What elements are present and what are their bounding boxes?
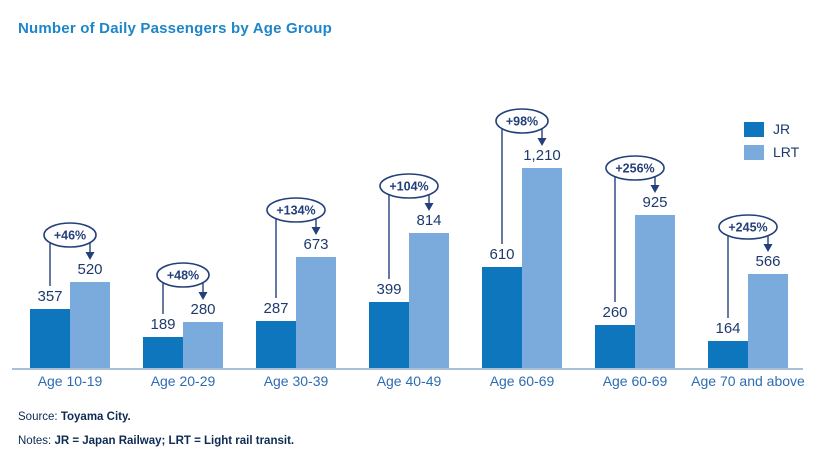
- jr-value-label: 164: [715, 320, 740, 337]
- source-text: Toyama City.: [60, 411, 131, 423]
- pct-change-oval: [266, 197, 326, 223]
- lrt-value-label: 520: [77, 261, 102, 278]
- lrt-value-label: 814: [416, 212, 441, 229]
- chart-legend: JR LRT: [744, 121, 799, 160]
- pct-change-label: +48%: [167, 269, 199, 283]
- bar-lrt: [70, 282, 110, 368]
- bar-lrt: [635, 215, 675, 368]
- lrt-value-label: 1,210: [523, 147, 561, 164]
- pct-change-label: +46%: [54, 229, 86, 243]
- source-line: Source: Toyama City.: [18, 411, 131, 423]
- bar-jr: [595, 325, 635, 368]
- category-label: Age 70 and above: [691, 373, 805, 389]
- jr-value-label: 260: [602, 304, 627, 321]
- bar-lrt: [183, 322, 223, 368]
- pct-change-label: +98%: [506, 115, 538, 129]
- category-label: Age 60-69: [603, 373, 668, 389]
- bar-jr: [369, 302, 409, 368]
- category-label: Age 60-69: [490, 373, 555, 389]
- jr-value-label: 189: [150, 316, 175, 333]
- notes-text: JR = Japan Railway; LRT = Light rail tra…: [54, 435, 295, 447]
- pct-change-oval: [43, 222, 97, 248]
- lrt-legend-label: LRT: [773, 144, 800, 160]
- bar-lrt: [296, 257, 336, 368]
- pct-change-label: +134%: [276, 204, 315, 218]
- lrt-value-label: 925: [642, 194, 667, 211]
- chart-title: Number of Daily Passengers by Age Group: [18, 20, 332, 37]
- pct-change-oval: [718, 214, 778, 240]
- bar-jr: [482, 267, 522, 368]
- bar-jr: [143, 337, 183, 368]
- category-label: Age 20-29: [151, 373, 216, 389]
- notes-prefix: Notes:: [18, 435, 52, 447]
- jr-value-label: 610: [489, 246, 514, 263]
- jr-value-label: 287: [263, 300, 288, 317]
- bar-jr: [256, 321, 296, 368]
- pct-change-oval: [605, 155, 665, 181]
- legend-item-jr: JR: [744, 121, 799, 137]
- category-label: Age 10-19: [38, 373, 103, 389]
- lrt-value-label: 280: [190, 301, 215, 318]
- category-label: Age 30-39: [264, 373, 329, 389]
- legend-item-lrt: LRT: [744, 144, 799, 160]
- lrt-value-label: 673: [303, 236, 328, 253]
- pct-change-oval: [495, 108, 549, 134]
- notes-line: Notes: JR = Japan Railway; LRT = Light r…: [18, 435, 294, 447]
- jr-legend-swatch: [744, 121, 764, 137]
- bar-lrt: [522, 168, 562, 368]
- annotation-arrowhead-icon: [424, 203, 434, 211]
- source-prefix: Source:: [18, 411, 58, 423]
- lrt-legend-swatch: [744, 144, 764, 160]
- jr-legend-label: JR: [773, 121, 791, 137]
- lrt-value-label: 566: [755, 253, 780, 270]
- bar-jr: [708, 341, 748, 368]
- annotation-arrowhead-icon: [763, 244, 773, 252]
- pct-change-oval: [379, 173, 439, 199]
- pct-change-label: +256%: [615, 162, 654, 176]
- annotation-arrowhead-icon: [650, 185, 660, 193]
- jr-value-label: 357: [37, 288, 62, 305]
- annotation-arrowhead-icon: [198, 292, 208, 300]
- bar-lrt: [409, 233, 449, 368]
- pct-change-label: +104%: [389, 180, 428, 194]
- annotation-arrowhead-icon: [537, 138, 547, 146]
- annotation-arrowhead-icon: [85, 252, 95, 260]
- bar-jr: [30, 309, 70, 368]
- pct-change-oval: [156, 262, 210, 288]
- pct-change-label: +245%: [728, 221, 767, 235]
- annotation-arrowhead-icon: [311, 227, 321, 235]
- jr-value-label: 399: [376, 281, 401, 298]
- bar-lrt: [748, 274, 788, 368]
- category-label: Age 40-49: [377, 373, 442, 389]
